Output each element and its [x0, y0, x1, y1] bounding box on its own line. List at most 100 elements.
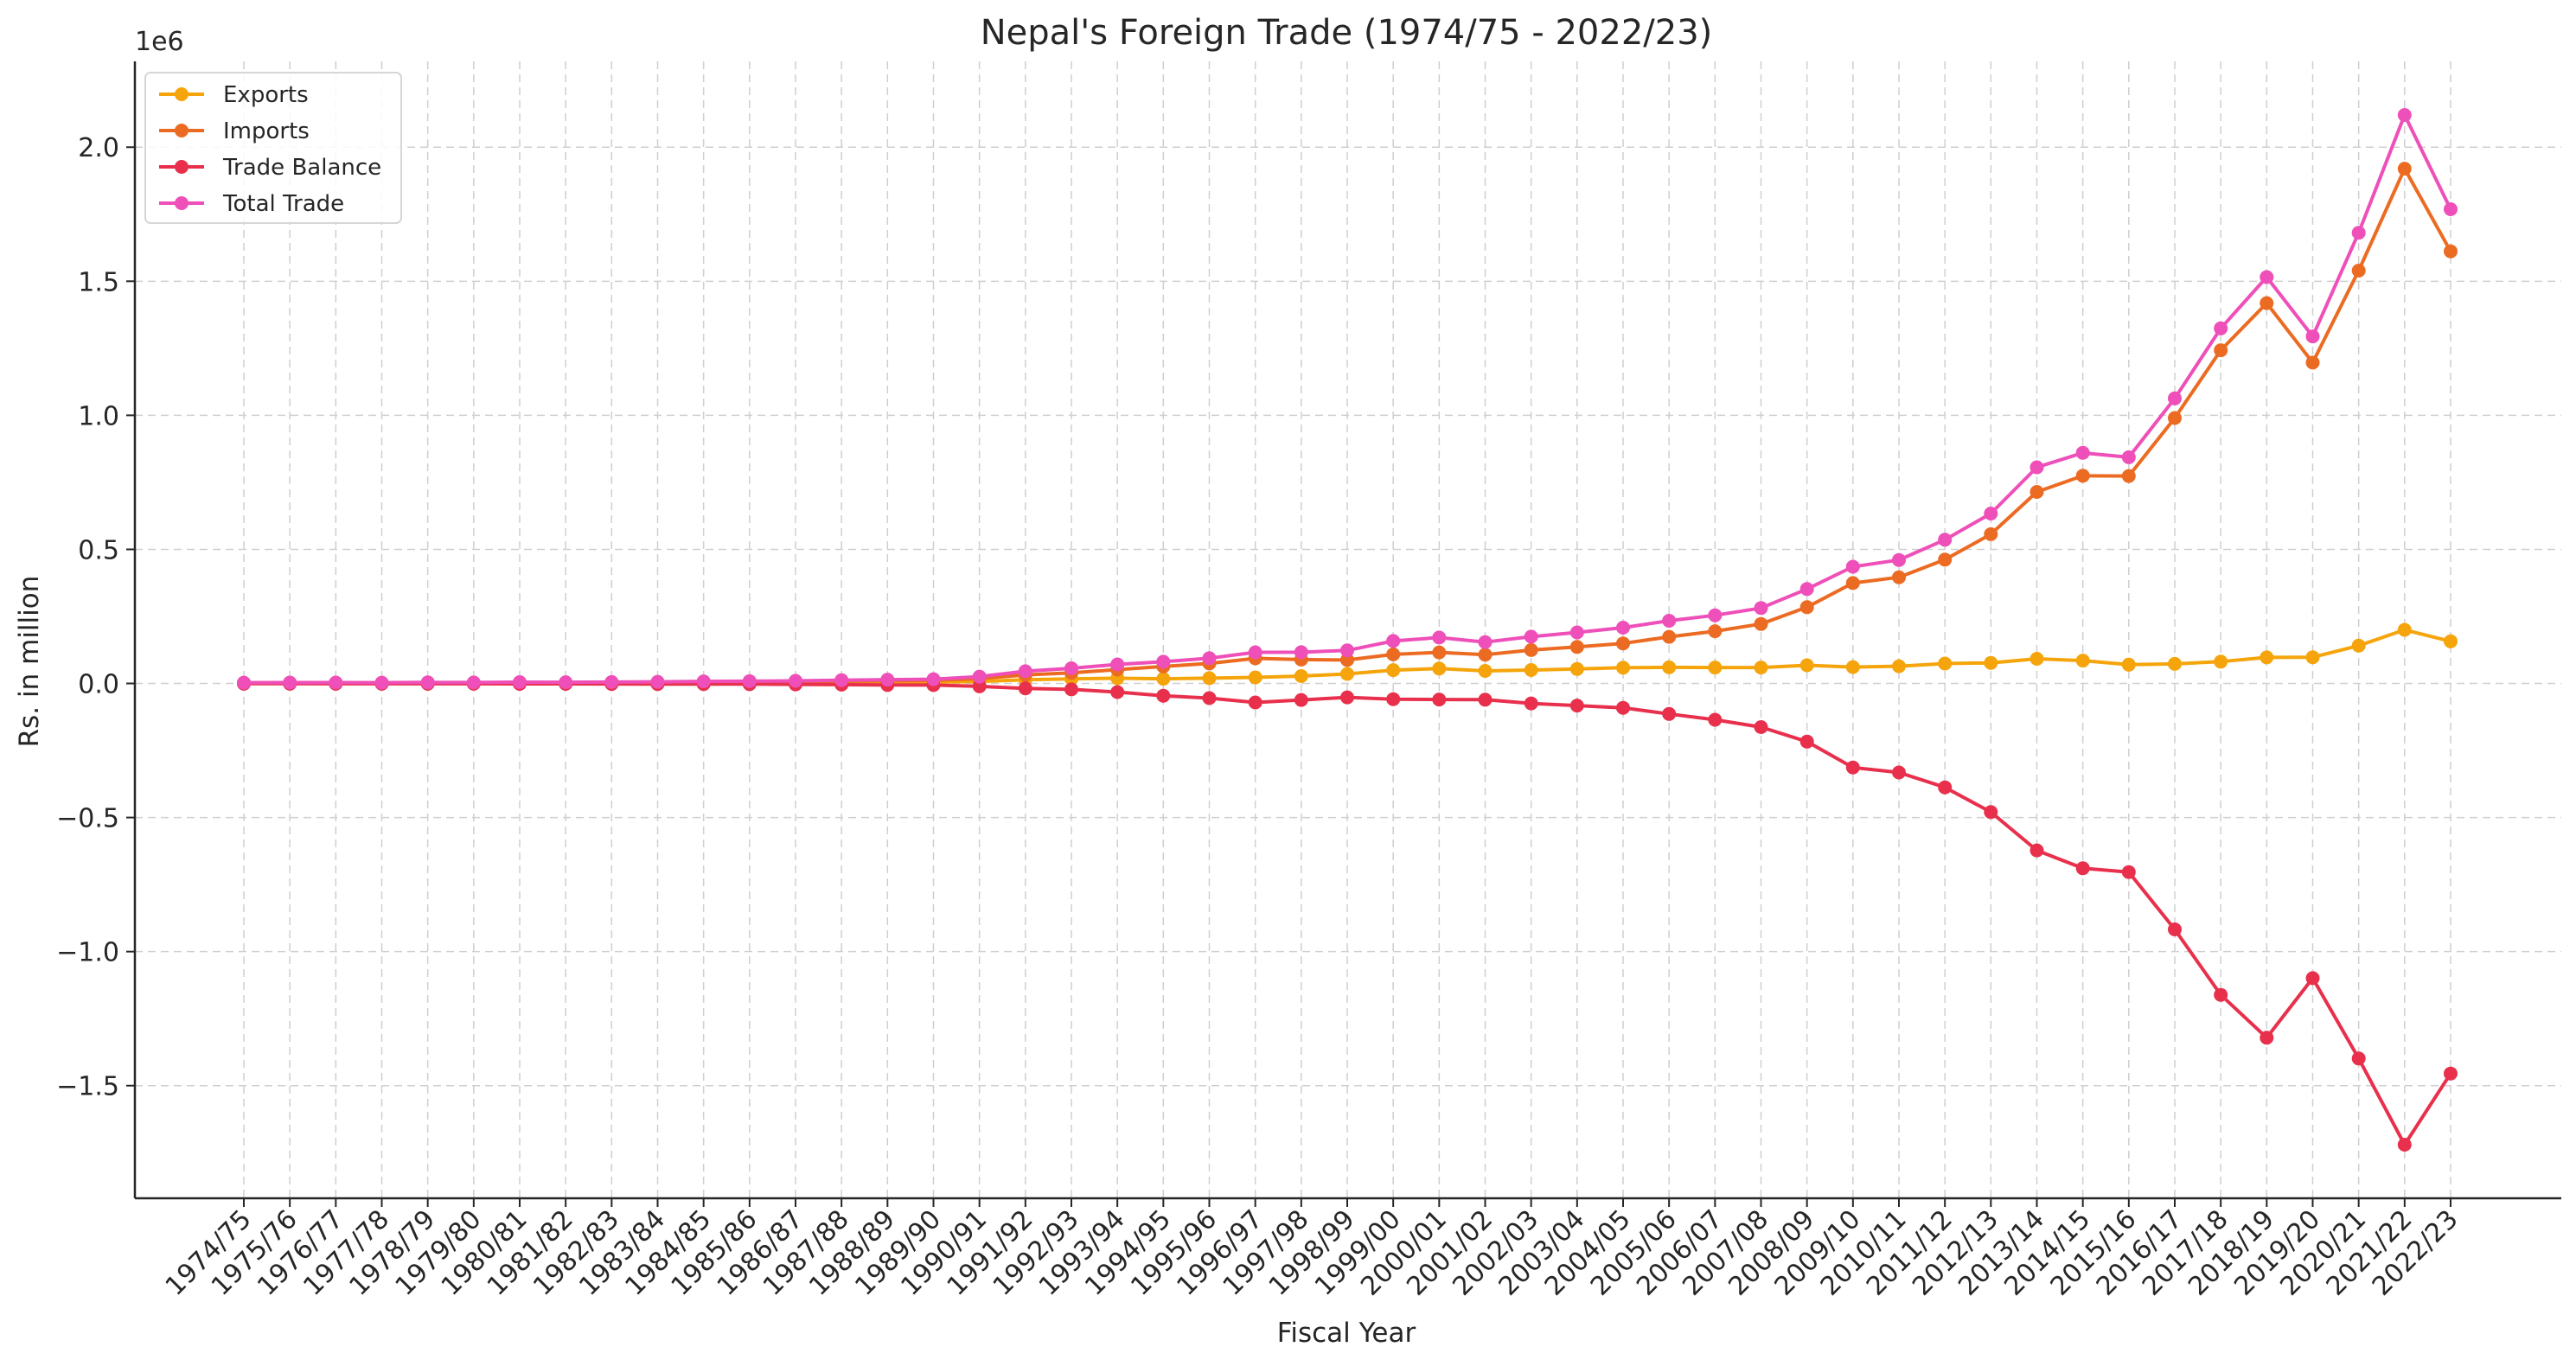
data-point — [972, 669, 987, 684]
y-tick-label: −0.5 — [56, 804, 119, 834]
data-point — [1478, 693, 1493, 707]
data-point — [2397, 108, 2412, 122]
data-point — [2168, 391, 2182, 405]
data-point — [1386, 647, 1401, 661]
y-tick-label: 2.0 — [78, 133, 119, 163]
data-point — [1754, 616, 1768, 631]
data-point — [789, 673, 802, 688]
data-point — [1432, 661, 1447, 676]
data-point — [1662, 629, 1677, 644]
data-point — [559, 675, 573, 690]
data-point — [2029, 652, 2044, 666]
data-point — [1616, 661, 1630, 675]
data-point — [1754, 720, 1768, 734]
data-point — [1984, 805, 1998, 820]
legend: Exports Imports Trade Balance Total Trade — [144, 72, 402, 224]
data-point — [1662, 614, 1677, 628]
data-point — [1294, 669, 1308, 683]
data-point — [1386, 692, 1401, 706]
data-point — [2029, 485, 2044, 499]
data-point — [1202, 651, 1217, 666]
data-point — [2260, 270, 2274, 284]
data-point — [2444, 244, 2458, 259]
data-point — [1984, 655, 1998, 670]
data-point — [926, 672, 941, 686]
data-point — [2260, 296, 2274, 310]
data-point — [2029, 843, 2044, 858]
data-point — [1938, 552, 1953, 567]
legend-label: Trade Balance — [222, 155, 381, 181]
data-point — [1569, 661, 1584, 676]
data-point — [1524, 642, 1538, 657]
data-point — [1799, 582, 1814, 597]
data-point — [2444, 1066, 2458, 1081]
data-point — [604, 674, 619, 689]
data-point — [374, 675, 389, 690]
data-point — [1984, 527, 1998, 541]
data-point — [1662, 660, 1677, 674]
data-point — [1340, 667, 1354, 681]
data-point — [1064, 682, 1078, 697]
legend-label: Imports — [223, 118, 310, 144]
data-point — [1432, 630, 1447, 645]
data-point — [2075, 469, 2090, 483]
data-point — [1110, 685, 1125, 699]
data-point — [1845, 760, 1860, 775]
data-point — [283, 675, 297, 690]
data-point — [1018, 681, 1032, 696]
data-point — [2029, 460, 2044, 475]
legend-label: Total Trade — [222, 191, 344, 217]
data-point — [2168, 656, 2182, 671]
data-point — [2214, 654, 2228, 669]
y-tick-label: 1.0 — [78, 401, 119, 431]
data-point — [696, 674, 711, 689]
series-layer — [237, 108, 2458, 1152]
data-point — [513, 675, 527, 689]
data-point — [1845, 559, 1860, 574]
series-total-trade — [237, 108, 2458, 690]
data-point — [2121, 469, 2136, 483]
data-point — [2214, 321, 2228, 335]
data-point — [1202, 671, 1217, 686]
data-point — [1386, 634, 1401, 648]
y-tick-label: −1.0 — [56, 938, 119, 968]
data-point — [1248, 645, 1262, 660]
data-point — [1938, 656, 1953, 671]
data-point — [2444, 634, 2458, 648]
data-point — [1294, 645, 1308, 660]
data-point — [1340, 643, 1354, 658]
data-point — [2121, 450, 2136, 464]
data-point — [1340, 690, 1354, 705]
data-point — [1386, 663, 1401, 678]
data-point — [1156, 672, 1171, 686]
data-point — [1799, 734, 1814, 749]
data-point — [1110, 657, 1125, 672]
legend-swatch-marker — [175, 124, 189, 137]
data-point — [2121, 657, 2136, 672]
data-point — [1340, 653, 1354, 667]
data-point — [1432, 645, 1447, 660]
data-point — [1156, 654, 1171, 669]
grid-layer — [135, 61, 2561, 1198]
data-point — [2397, 1138, 2412, 1152]
data-point — [2305, 650, 2320, 665]
data-point — [1616, 700, 1630, 715]
legend-entry: Trade Balance — [159, 155, 381, 181]
data-point — [1754, 601, 1768, 616]
data-point — [1524, 696, 1538, 711]
data-point — [1799, 600, 1814, 615]
data-point — [2305, 355, 2320, 370]
data-point — [1478, 648, 1493, 662]
data-point — [2444, 202, 2458, 216]
legend-swatch-marker — [175, 160, 189, 174]
data-point — [1984, 507, 1998, 520]
data-point — [1662, 706, 1677, 721]
data-point — [1478, 635, 1493, 649]
data-point — [329, 675, 343, 690]
data-point — [1018, 664, 1032, 679]
x-axis-label: Fiscal Year — [1277, 1318, 1416, 1349]
data-point — [2075, 861, 2090, 876]
data-point — [1524, 663, 1538, 677]
data-point — [1569, 625, 1584, 640]
